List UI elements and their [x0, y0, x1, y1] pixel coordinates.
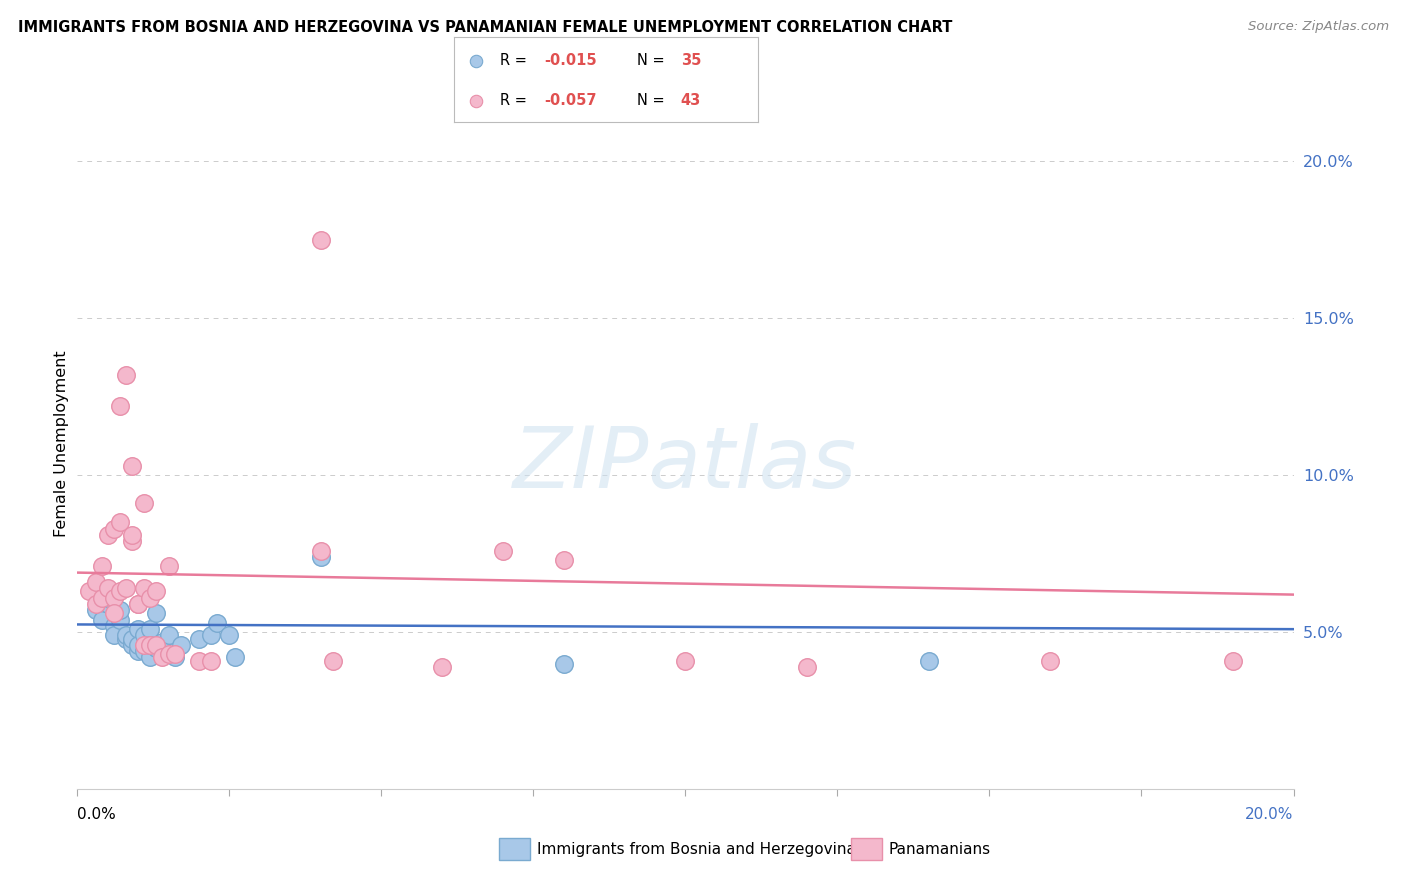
Point [205, 615, 228, 630]
Point [134, 582, 156, 596]
Point [121, 458, 143, 473]
Point [127, 638, 149, 652]
Text: -0.057: -0.057 [544, 94, 596, 108]
Point [115, 628, 138, 642]
Point [90, 591, 112, 605]
Point [157, 559, 180, 574]
Point [84, 575, 107, 590]
Point [224, 650, 246, 665]
Point [103, 607, 125, 621]
Point [145, 584, 167, 599]
Point [134, 644, 156, 658]
Point [218, 628, 240, 642]
Point [796, 660, 818, 674]
Point [103, 628, 125, 642]
Point [127, 597, 149, 611]
Point [157, 628, 180, 642]
Y-axis label: Female Unemployment: Female Unemployment [53, 351, 69, 537]
Text: 35: 35 [681, 54, 702, 69]
Point [464, 94, 486, 108]
Text: ZIPatlas: ZIPatlas [513, 423, 858, 506]
Point [152, 634, 174, 648]
Point [79, 584, 101, 599]
Point [309, 543, 332, 558]
Point [145, 640, 167, 655]
Point [432, 660, 454, 674]
Point [553, 553, 575, 567]
Point [127, 644, 149, 658]
Point [127, 622, 149, 636]
Point [97, 597, 120, 611]
Point [103, 619, 125, 633]
Text: IMMIGRANTS FROM BOSNIA AND HERZEGOVINA VS PANAMANIAN FEMALE UNEMPLOYMENT CORRELA: IMMIGRANTS FROM BOSNIA AND HERZEGOVINA V… [18, 20, 953, 35]
Text: -0.015: -0.015 [544, 54, 596, 69]
Point [492, 543, 515, 558]
Point [134, 638, 156, 652]
Point [152, 650, 174, 665]
Point [97, 591, 120, 605]
Point [90, 559, 112, 574]
Point [121, 632, 143, 646]
Point [134, 496, 156, 510]
Point [121, 528, 143, 542]
Point [121, 634, 143, 648]
Point [108, 603, 131, 617]
Point [121, 534, 143, 549]
Point [200, 654, 222, 668]
Point [1222, 654, 1244, 668]
Point [918, 654, 941, 668]
Point [139, 638, 162, 652]
Text: 20.0%: 20.0% [1246, 807, 1294, 822]
Point [108, 399, 131, 413]
Text: 0.0%: 0.0% [77, 807, 117, 822]
Point [115, 632, 138, 646]
Point [188, 632, 211, 646]
Point [170, 638, 193, 652]
Point [139, 622, 162, 636]
Point [139, 650, 162, 665]
Point [139, 638, 162, 652]
Point [464, 54, 486, 68]
Text: Immigrants from Bosnia and Herzegovina: Immigrants from Bosnia and Herzegovina [537, 842, 856, 856]
Point [134, 628, 156, 642]
Point [675, 654, 697, 668]
Point [103, 522, 125, 536]
Point [108, 516, 131, 530]
Text: N =: N = [637, 94, 669, 108]
Point [108, 613, 131, 627]
Point [200, 628, 222, 642]
Point [157, 648, 180, 662]
Point [90, 613, 112, 627]
Text: Panamanians: Panamanians [889, 842, 991, 856]
Text: R =: R = [501, 54, 531, 69]
Text: N =: N = [637, 54, 669, 69]
Point [163, 648, 186, 662]
Point [139, 591, 162, 605]
Point [121, 638, 143, 652]
Point [553, 657, 575, 671]
Point [84, 603, 107, 617]
Point [309, 233, 332, 247]
Text: R =: R = [501, 94, 531, 108]
Point [188, 654, 211, 668]
Point [145, 607, 167, 621]
Text: 43: 43 [681, 94, 702, 108]
Point [97, 528, 120, 542]
Point [115, 368, 138, 382]
Point [322, 654, 344, 668]
Point [127, 597, 149, 611]
Point [84, 597, 107, 611]
Point [115, 582, 138, 596]
Point [163, 650, 186, 665]
Point [145, 638, 167, 652]
Point [103, 591, 125, 605]
Point [108, 584, 131, 599]
Point [97, 582, 120, 596]
Point [309, 549, 332, 564]
Point [1039, 654, 1062, 668]
Text: Source: ZipAtlas.com: Source: ZipAtlas.com [1249, 20, 1389, 33]
